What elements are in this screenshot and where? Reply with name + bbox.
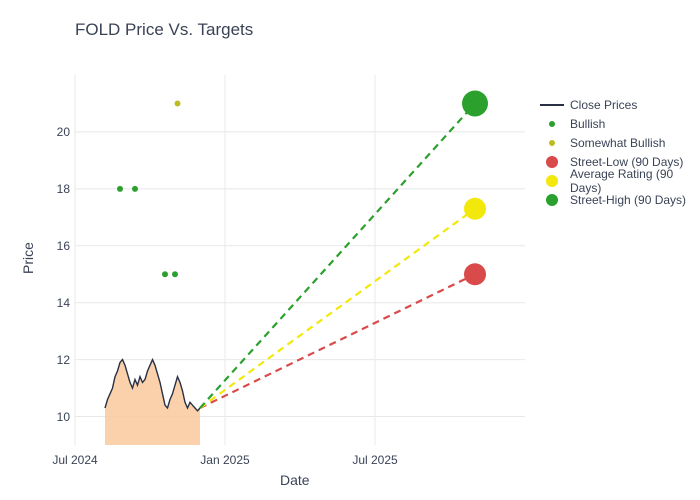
plot-svg (75, 75, 525, 445)
legend-swatch (540, 155, 564, 169)
bullish-point (162, 271, 168, 277)
legend-swatch (540, 98, 564, 112)
y-tick: 20 (57, 125, 70, 139)
target-line-street_low (200, 274, 475, 408)
legend-label: Close Prices (570, 98, 637, 112)
legend-item: Close Prices (540, 95, 700, 114)
legend: Close Prices Bullish Somewhat Bullish Stree… (540, 95, 700, 209)
legend-item: Somewhat Bullish (540, 133, 700, 152)
legend-item: Street-High (90 Days) (540, 190, 700, 209)
target-dot-street_high (462, 90, 488, 116)
x-axis-label: Date (280, 472, 310, 488)
legend-label: Somewhat Bullish (570, 136, 665, 150)
y-tick: 12 (57, 353, 70, 367)
legend-label: Average Rating (90 Days) (570, 167, 700, 195)
target-dot-street_low (464, 263, 486, 285)
y-tick: 18 (57, 182, 70, 196)
x-tick: Jul 2024 (52, 453, 97, 467)
legend-label: Street-High (90 Days) (570, 193, 686, 207)
bullish-point (132, 186, 138, 192)
legend-swatch (540, 193, 564, 207)
bullish-point (172, 271, 178, 277)
target-dot-avg_rating (464, 198, 486, 220)
y-tick: 14 (57, 296, 70, 310)
legend-swatch (540, 174, 564, 188)
legend-swatch (540, 117, 564, 131)
x-tick: Jul 2025 (352, 453, 397, 467)
target-line-avg_rating (200, 209, 475, 408)
legend-item: Average Rating (90 Days) (540, 171, 700, 190)
legend-label: Bullish (570, 117, 605, 131)
chart-container: FOLD Price Vs. Targets Price Date 101214… (0, 0, 700, 500)
bullish-point (117, 186, 123, 192)
y-axis-label: Price (20, 242, 36, 274)
y-tick: 16 (57, 239, 70, 253)
somewhat-bullish-point (175, 100, 181, 106)
chart-title: FOLD Price Vs. Targets (75, 20, 253, 40)
legend-swatch (540, 136, 564, 150)
legend-item: Bullish (540, 114, 700, 133)
target-line-street_high (200, 103, 475, 408)
plot-area: 101214161820 Jul 2024Jan 2025Jul 2025 (75, 75, 525, 445)
y-tick: 10 (57, 410, 70, 424)
x-tick: Jan 2025 (200, 453, 249, 467)
